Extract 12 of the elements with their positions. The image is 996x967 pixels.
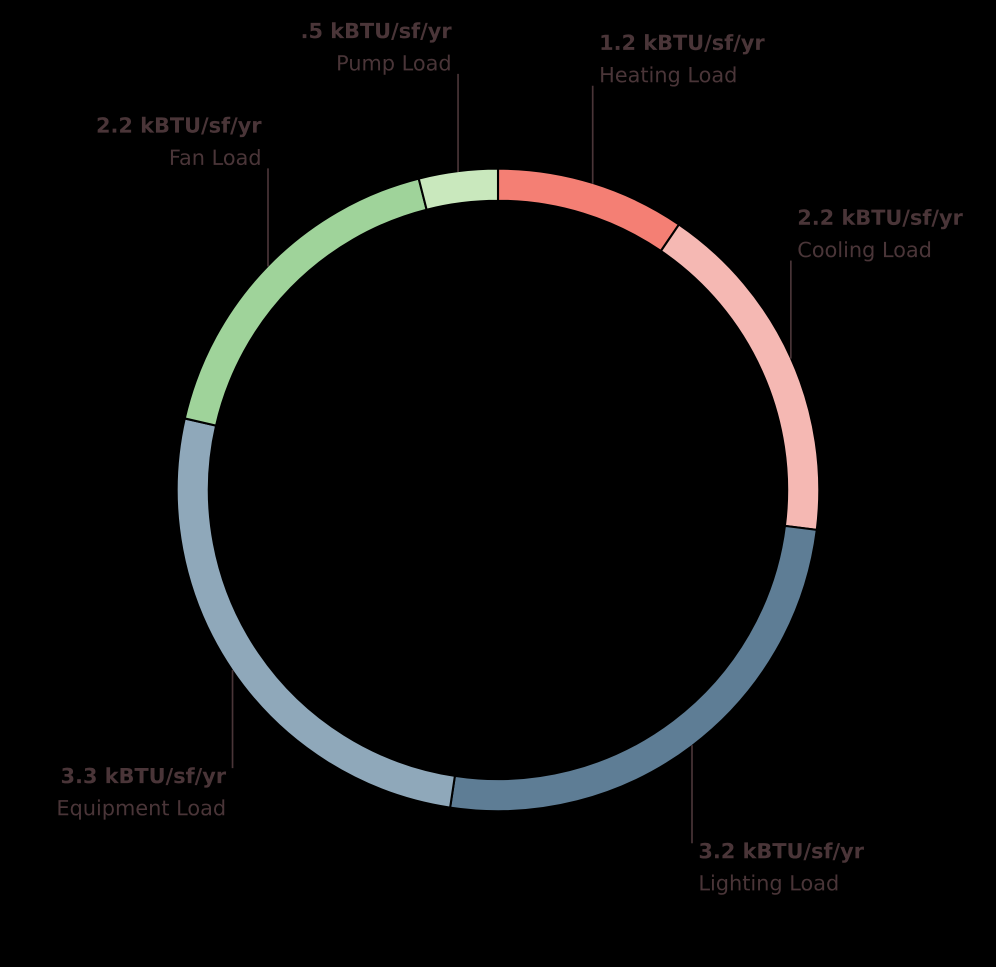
slice-label: Heating Load: [601, 66, 736, 87]
slice-label: Pump Load: [338, 54, 450, 75]
slice-label: Equipment Load: [58, 799, 224, 820]
slice-label: Cooling Load: [798, 241, 930, 262]
data-label: 2.2 kBTU/sf/yr: [98, 116, 262, 138]
data-label: 3.2 kBTU/sf/yr: [700, 842, 864, 863]
data-label: .5 kBTU/sf/yr: [302, 22, 452, 43]
slice-label: Fan Load: [170, 149, 260, 166]
data-label: 3.3 kBTU/sf/yr: [62, 767, 226, 788]
data-label: 2.2 kBTU/sf/yr: [798, 208, 963, 230]
slice-label: Lighting Load: [700, 874, 838, 895]
data-label: 1.2 kBTU/sf/yr: [601, 34, 765, 54]
